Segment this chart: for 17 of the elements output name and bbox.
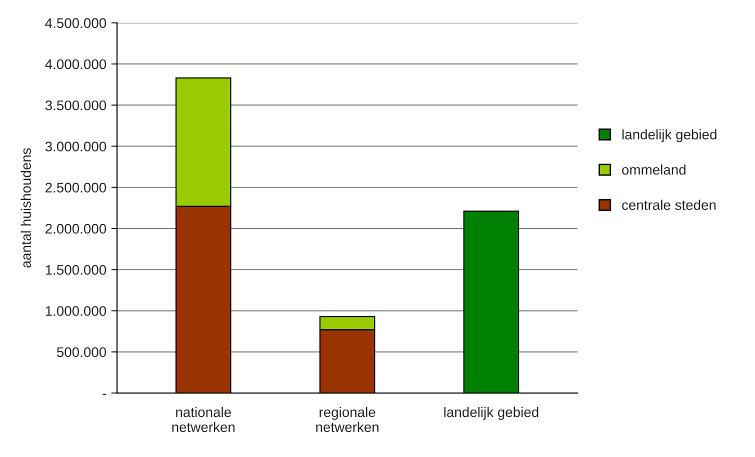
y-tick-label: 3.000.000: [45, 142, 106, 152]
y-tick-label: 4.500.000: [45, 18, 106, 28]
y-tick-label: 1.000.000: [46, 306, 106, 316]
x-tick-label: regionale netwerken: [316, 406, 378, 432]
x-tick-label: nationale netwerken: [172, 406, 235, 432]
y-axis-title: aantal huishoudens: [20, 148, 31, 268]
legend-label: centrale steden: [622, 200, 716, 210]
legend-label: landelijk gebied: [622, 129, 716, 142]
y-tick-label: 500.000: [56, 347, 106, 358]
y-tick-label: 2.000.000: [46, 224, 106, 234]
y-tick-label: 2.500.000: [46, 182, 106, 193]
x-tick-label: landelijk gebied: [444, 406, 538, 420]
y-tick-label: 3.500.000: [45, 100, 106, 110]
legend-label: ommeland: [622, 164, 686, 175]
y-tick-label: -: [102, 394, 106, 395]
y-tick-label: 1.500.000: [46, 264, 106, 275]
y-tick-label: 4.000.000: [45, 59, 106, 70]
